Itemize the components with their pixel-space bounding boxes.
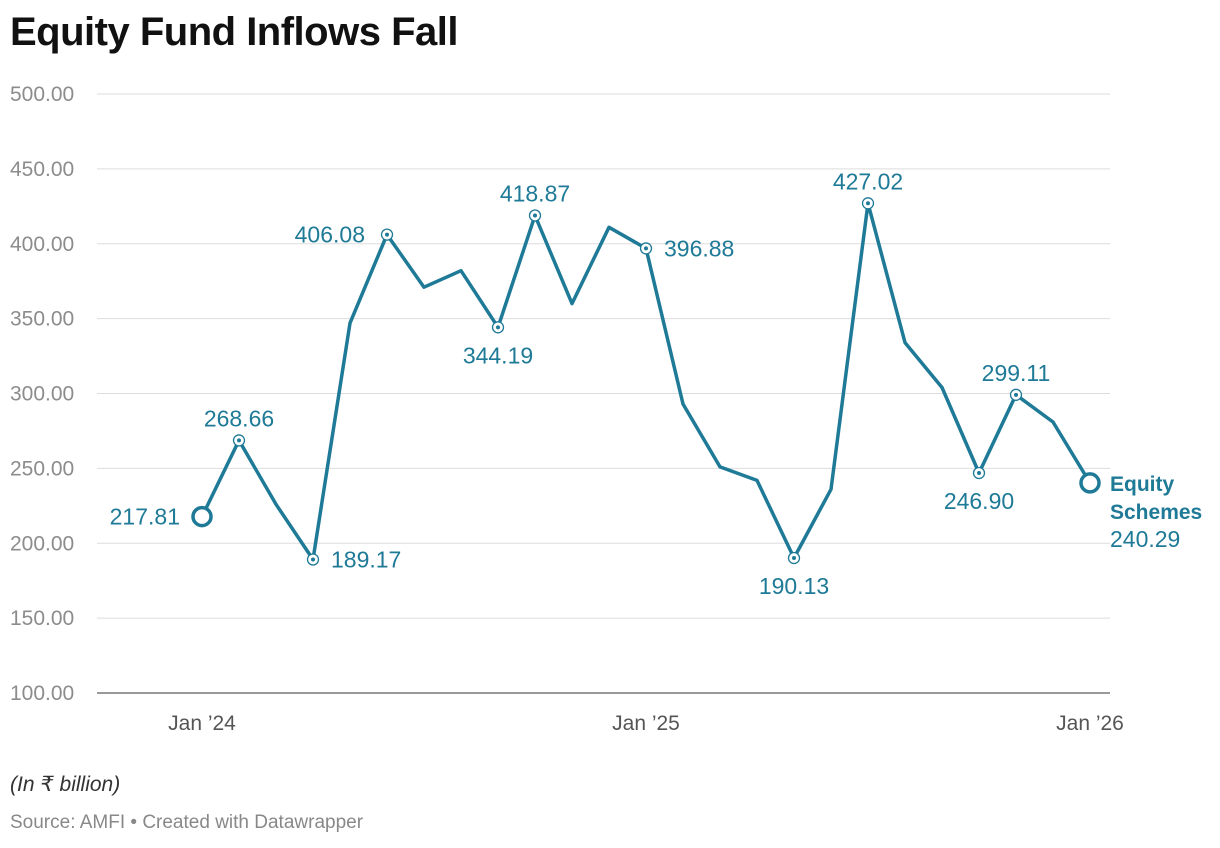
y-tick-label: 350.00	[10, 308, 74, 331]
source-text: Source: AMFI	[10, 812, 126, 833]
data-label: 406.08	[295, 222, 365, 248]
data-point-dot	[1014, 392, 1018, 397]
x-tick-label: Jan ’26	[1056, 712, 1124, 735]
data-label: 240.29	[1110, 526, 1180, 552]
x-tick-label: Jan ’24	[168, 712, 236, 735]
data-label: 344.19	[463, 342, 533, 368]
data-label: 268.66	[204, 405, 274, 431]
unit-note: (In ₹ billion)	[10, 773, 121, 796]
source-line: Source: AMFI • Created with Datawrapper	[10, 812, 363, 834]
chart-title: Equity Fund Inflows Fall	[10, 10, 458, 54]
data-point-dot	[533, 213, 537, 218]
data-label: 427.02	[833, 168, 903, 194]
y-tick-label: 300.00	[10, 383, 74, 406]
data-label: 396.88	[664, 235, 734, 261]
y-tick-label: 450.00	[10, 158, 74, 181]
data-point-dot	[496, 325, 500, 330]
data-point-dot	[866, 201, 870, 206]
y-tick-label: 400.00	[10, 233, 74, 256]
data-point-marker	[1079, 472, 1101, 494]
data-label: 217.81	[110, 504, 180, 530]
y-tick-label: 250.00	[10, 457, 74, 480]
data-label: 189.17	[331, 546, 401, 572]
data-point-dot	[311, 557, 315, 562]
data-point-marker	[191, 505, 213, 528]
data-label: 299.11	[982, 360, 1051, 386]
data-point-dot	[237, 438, 241, 443]
data-label: 418.87	[500, 180, 570, 206]
y-tick-label: 200.00	[10, 532, 74, 555]
series-name-label: Equity	[1110, 473, 1174, 496]
y-tick-label: 100.00	[10, 682, 74, 705]
data-point-dot	[385, 232, 389, 237]
data-label: 246.90	[944, 488, 1014, 514]
x-tick-label: Jan ’25	[612, 712, 680, 735]
credit-text: • Created with Datawrapper	[130, 812, 364, 833]
data-point-dot	[792, 556, 796, 561]
data-point-dot	[977, 471, 981, 476]
data-point-dot	[644, 246, 648, 251]
data-label: 190.13	[759, 573, 829, 599]
y-tick-label: 500.00	[10, 83, 74, 106]
y-tick-label: 150.00	[10, 607, 74, 630]
series-name-label: Schemes	[1110, 501, 1202, 524]
